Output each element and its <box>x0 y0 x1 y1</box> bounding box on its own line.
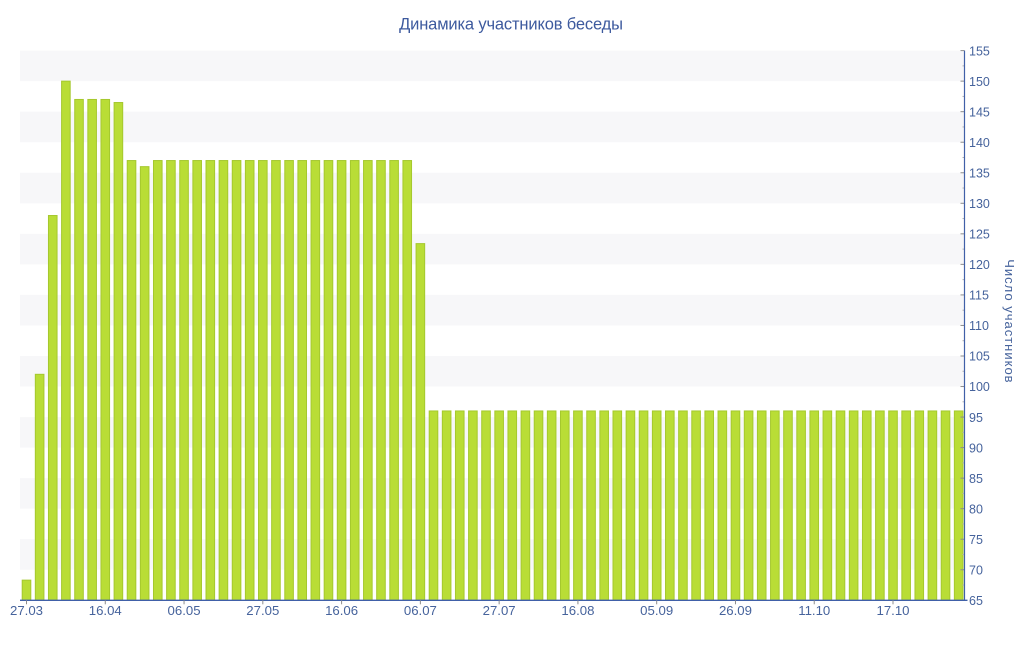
svg-text:135: 135 <box>969 166 990 180</box>
svg-text:100: 100 <box>969 380 990 394</box>
svg-text:Динамика участников беседы: Динамика участников беседы <box>399 16 623 34</box>
svg-text:130: 130 <box>969 197 990 211</box>
svg-text:115: 115 <box>969 289 989 303</box>
svg-text:11.10: 11.10 <box>798 603 830 618</box>
svg-text:27.05: 27.05 <box>246 603 279 618</box>
svg-text:27.03: 27.03 <box>10 603 43 618</box>
svg-text:105: 105 <box>969 350 990 364</box>
svg-text:05.09: 05.09 <box>640 603 673 618</box>
svg-text:75: 75 <box>969 533 983 547</box>
svg-text:95: 95 <box>969 411 983 425</box>
svg-text:110: 110 <box>969 319 989 333</box>
svg-text:16.08: 16.08 <box>561 603 594 618</box>
svg-text:06.05: 06.05 <box>168 603 201 618</box>
svg-text:140: 140 <box>969 136 990 150</box>
svg-text:85: 85 <box>969 472 983 486</box>
svg-text:90: 90 <box>969 441 983 455</box>
svg-text:145: 145 <box>969 105 990 119</box>
svg-text:27.07: 27.07 <box>483 603 516 618</box>
svg-text:16.04: 16.04 <box>89 603 122 618</box>
svg-text:06.07: 06.07 <box>404 603 437 618</box>
svg-text:16.06: 16.06 <box>325 603 358 618</box>
svg-text:155: 155 <box>969 44 990 58</box>
svg-text:65: 65 <box>969 594 983 608</box>
svg-text:80: 80 <box>969 502 983 516</box>
svg-text:150: 150 <box>969 75 990 89</box>
svg-text:120: 120 <box>969 258 990 272</box>
svg-text:125: 125 <box>969 228 990 242</box>
svg-text:70: 70 <box>969 563 983 577</box>
svg-text:17.10: 17.10 <box>877 603 910 618</box>
svg-text:26.09: 26.09 <box>719 603 752 618</box>
svg-text:Число участников: Число участников <box>1002 259 1017 383</box>
